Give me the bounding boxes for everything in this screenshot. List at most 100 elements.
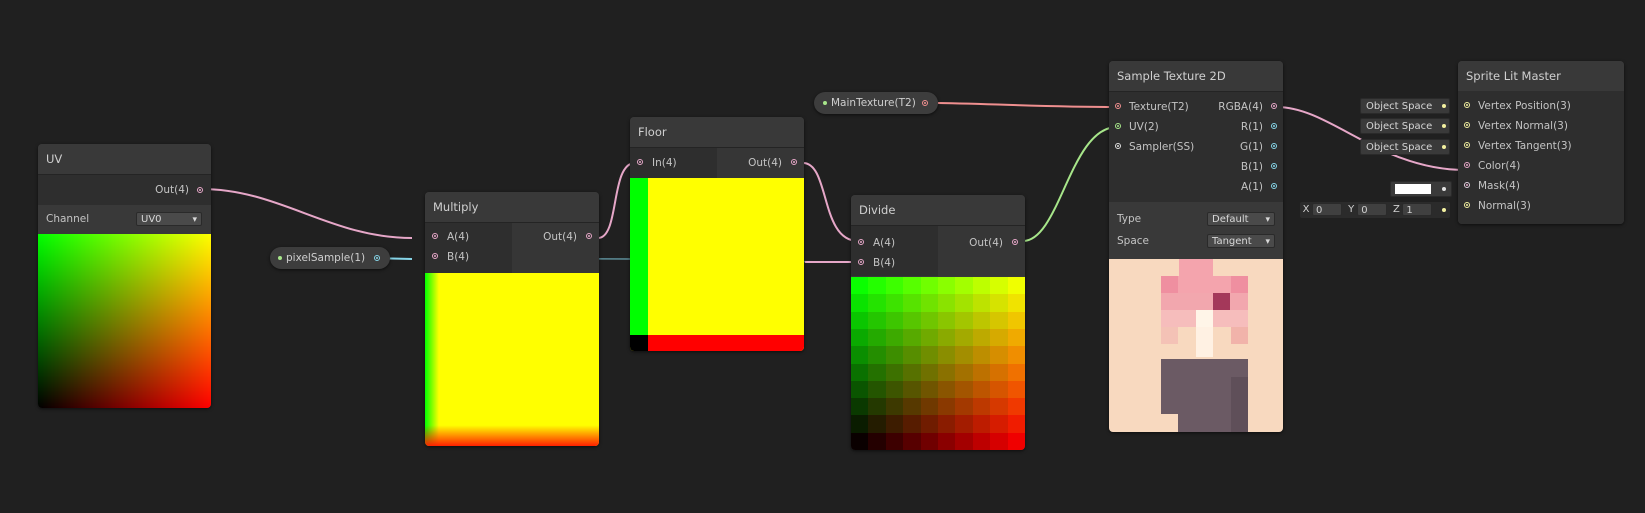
uv-node[interactable]: UV Out(4) Channel UV0 bbox=[38, 144, 211, 408]
sample-texture-node[interactable]: Sample Texture 2D Texture(T2) UV(2) Samp… bbox=[1109, 61, 1283, 432]
main-texture-property[interactable]: MainTexture(T2) bbox=[814, 92, 938, 114]
a-output-port[interactable]: A(1) bbox=[1196, 177, 1283, 197]
divide-preview-cell bbox=[990, 328, 1009, 347]
normal-port[interactable]: Normal(3) bbox=[1458, 196, 1624, 216]
normal-port-icon[interactable] bbox=[1464, 202, 1470, 208]
divide-preview-cell bbox=[903, 432, 922, 450]
vertex-position-space-field[interactable]: Object Space bbox=[1360, 98, 1450, 114]
type-dropdown[interactable]: Default bbox=[1207, 212, 1275, 227]
divide-preview-cell bbox=[868, 277, 887, 295]
normal-y-input[interactable]: 0 bbox=[1357, 202, 1388, 216]
wire-uv-to-multiply-a bbox=[200, 188, 413, 239]
floor-node[interactable]: Floor In(4) Out(4) bbox=[630, 117, 804, 351]
vertex-tangent-icon[interactable] bbox=[1464, 142, 1470, 148]
divide-preview-cell bbox=[920, 346, 939, 364]
mask-color-field[interactable] bbox=[1390, 181, 1452, 197]
vertex-normal-icon[interactable] bbox=[1464, 122, 1470, 128]
floor-in-port[interactable]: In(4) bbox=[630, 153, 717, 173]
pixel-sample-label: pixelSample(1) bbox=[286, 252, 366, 264]
divide-preview-cell bbox=[972, 432, 991, 450]
multiply-b-icon[interactable] bbox=[432, 253, 438, 259]
texture-input-port[interactable]: Texture(T2) bbox=[1109, 97, 1196, 117]
divide-node[interactable]: Divide A(4) B(4) Out(4) bbox=[851, 195, 1025, 450]
multiply-node[interactable]: Multiply A(4) B(4) Out(4) bbox=[425, 192, 599, 446]
color-port-icon[interactable] bbox=[1464, 162, 1470, 168]
mask-port-icon[interactable] bbox=[1464, 182, 1470, 188]
divide-a-icon[interactable] bbox=[858, 239, 864, 245]
mask-port[interactable]: Mask(4) bbox=[1458, 176, 1624, 196]
divide-preview-cell bbox=[903, 277, 922, 295]
divide-preview-cell bbox=[885, 380, 904, 399]
vertex-position-icon[interactable] bbox=[1464, 102, 1470, 108]
vertex-normal-space-field[interactable]: Object Space bbox=[1360, 118, 1450, 134]
sampler-input-port[interactable]: Sampler(SS) bbox=[1109, 137, 1196, 157]
sprite-texture-preview bbox=[1109, 259, 1283, 432]
floor-in-icon[interactable] bbox=[637, 159, 643, 165]
divide-preview-cell bbox=[903, 398, 922, 416]
divide-preview-cell bbox=[885, 432, 904, 450]
channel-dropdown[interactable]: UV0 bbox=[136, 212, 202, 227]
divide-preview-cell bbox=[920, 432, 939, 450]
multiply-a-icon[interactable] bbox=[432, 233, 438, 239]
sampler-input-icon[interactable] bbox=[1115, 143, 1121, 149]
vertex-normal-port[interactable]: Vertex Normal(3) bbox=[1458, 116, 1624, 136]
multiply-out-icon[interactable] bbox=[586, 233, 592, 239]
uv-input-icon[interactable] bbox=[1115, 123, 1121, 129]
master-node-title: Sprite Lit Master bbox=[1458, 61, 1624, 91]
divide-preview bbox=[851, 277, 1025, 450]
wire-floor-to-divide-a bbox=[802, 162, 859, 242]
g-output-icon[interactable] bbox=[1271, 143, 1277, 149]
sprite-lit-master-node[interactable]: Sprite Lit Master Vertex Position(3) Ver… bbox=[1458, 61, 1624, 224]
b-output-port[interactable]: B(1) bbox=[1196, 157, 1283, 177]
divide-preview-cell bbox=[851, 415, 869, 434]
r-output-port[interactable]: R(1) bbox=[1196, 117, 1283, 137]
divide-out-port[interactable]: Out(4) bbox=[938, 233, 1025, 253]
divide-preview-cell bbox=[885, 363, 904, 382]
main-texture-out-icon[interactable] bbox=[922, 100, 928, 106]
uv-out-port[interactable]: Out(4) bbox=[38, 175, 211, 205]
divide-b-port[interactable]: B(4) bbox=[851, 253, 938, 273]
divide-preview-cell bbox=[938, 380, 956, 399]
a-output-icon[interactable] bbox=[1271, 183, 1277, 189]
mask-color-swatch[interactable] bbox=[1395, 184, 1431, 194]
multiply-out-port[interactable]: Out(4) bbox=[512, 227, 599, 247]
divide-out-label: Out(4) bbox=[969, 237, 1003, 249]
divide-b-icon[interactable] bbox=[858, 259, 864, 265]
divide-preview-cell bbox=[990, 380, 1009, 399]
divide-preview-cell bbox=[938, 277, 956, 295]
divide-preview-cell bbox=[920, 380, 939, 399]
vertex-tangent-space-field[interactable]: Object Space bbox=[1360, 139, 1450, 155]
divide-preview-cell bbox=[938, 346, 956, 364]
divide-preview-cell bbox=[955, 346, 974, 364]
rgba-output-port[interactable]: RGBA(4) bbox=[1196, 97, 1283, 117]
divide-preview-cell bbox=[1007, 346, 1025, 364]
texture-input-icon[interactable] bbox=[1115, 103, 1121, 109]
pixel-sample-out-icon[interactable] bbox=[374, 255, 380, 261]
uv-input-port[interactable]: UV(2) bbox=[1109, 117, 1196, 137]
floor-out-icon[interactable] bbox=[791, 159, 797, 165]
b-output-icon[interactable] bbox=[1271, 163, 1277, 169]
g-output-port[interactable]: G(1) bbox=[1196, 137, 1283, 157]
floor-out-label: Out(4) bbox=[748, 157, 782, 169]
r-output-icon[interactable] bbox=[1271, 123, 1277, 129]
normal-x-input[interactable]: 0 bbox=[1312, 202, 1342, 216]
wire-divide-to-uv bbox=[1022, 126, 1118, 242]
divide-preview-cell bbox=[903, 294, 922, 313]
divide-preview-cell bbox=[1007, 398, 1025, 416]
normal-z-input[interactable]: 1 bbox=[1402, 202, 1433, 216]
divide-preview-cell bbox=[868, 346, 887, 364]
divide-out-icon[interactable] bbox=[1012, 239, 1018, 245]
normal-y-label: Y bbox=[1348, 204, 1355, 215]
uv-out-port-icon[interactable] bbox=[197, 187, 203, 193]
space-dropdown[interactable]: Tangent bbox=[1207, 234, 1275, 249]
vertex-position-port[interactable]: Vertex Position(3) bbox=[1458, 96, 1624, 116]
color-port[interactable]: Color(4) bbox=[1458, 156, 1624, 176]
floor-out-port[interactable]: Out(4) bbox=[717, 153, 804, 173]
divide-a-port[interactable]: A(4) bbox=[851, 233, 938, 253]
multiply-a-port[interactable]: A(4) bbox=[425, 227, 512, 247]
vertex-tangent-port[interactable]: Vertex Tangent(3) bbox=[1458, 136, 1624, 156]
multiply-b-port[interactable]: B(4) bbox=[425, 247, 512, 267]
pixel-sample-property[interactable]: pixelSample(1) bbox=[270, 247, 390, 269]
rgba-output-icon[interactable] bbox=[1271, 103, 1277, 109]
